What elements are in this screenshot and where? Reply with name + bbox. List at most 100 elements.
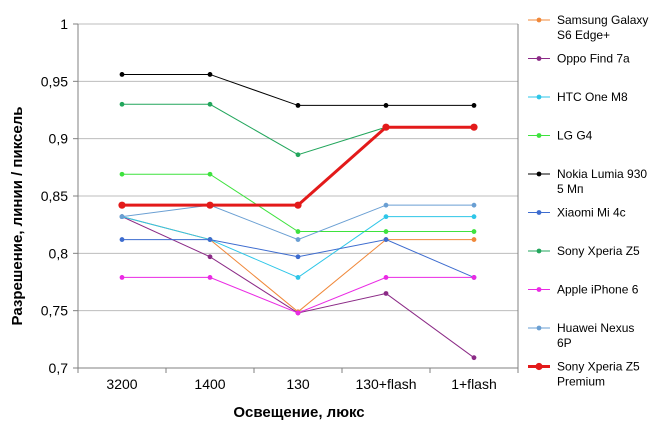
data-point bbox=[207, 254, 213, 260]
data-point bbox=[471, 202, 477, 208]
data-point bbox=[207, 101, 213, 107]
data-point bbox=[207, 275, 213, 280]
legend-entry: Nokia Lumia 930 5 Мп bbox=[528, 167, 647, 196]
axes bbox=[73, 23, 519, 373]
legend-swatch-marker bbox=[536, 248, 542, 254]
x-tick-label: 1+flash bbox=[451, 376, 497, 392]
series-sony-xperia-z5-premium bbox=[118, 123, 478, 209]
y-tick-label: 0,9 bbox=[49, 131, 69, 147]
data-point bbox=[470, 123, 478, 131]
data-point bbox=[207, 72, 213, 77]
legend-label: Huawei Nexus 6P bbox=[557, 321, 634, 350]
legend-swatch-marker bbox=[535, 362, 543, 371]
data-point bbox=[383, 275, 389, 280]
data-point bbox=[119, 72, 125, 77]
legend-swatch-marker bbox=[536, 17, 542, 23]
data-point bbox=[295, 237, 301, 242]
data-point bbox=[471, 355, 477, 361]
series-line bbox=[122, 103, 474, 156]
series-nokia-lumia-930-5-мп bbox=[119, 72, 477, 108]
y-tick-label: 0,75 bbox=[41, 303, 68, 319]
data-point bbox=[383, 237, 389, 242]
y-tick-label: 0,7 bbox=[49, 360, 69, 376]
data-point bbox=[119, 275, 125, 280]
grid-lines bbox=[78, 23, 518, 312]
legend-swatch-marker bbox=[536, 287, 542, 292]
series-xiaomi-mi-4c bbox=[119, 237, 477, 280]
legend-label: Sony Xperia Z5 Premium bbox=[557, 360, 640, 389]
series-apple-iphone-6 bbox=[119, 275, 477, 316]
series-oppo-find-7a bbox=[119, 214, 477, 361]
data-point bbox=[294, 201, 302, 209]
legend-entry: Apple iPhone 6 bbox=[528, 283, 639, 297]
legend-entry: Sony Xperia Z5 bbox=[528, 244, 640, 258]
legend-label: LG G4 bbox=[557, 129, 593, 143]
series-huawei-nexus-6p bbox=[119, 202, 477, 242]
y-tick-label: 0,85 bbox=[41, 188, 68, 204]
legend-entry: Samsung Galaxy S6 Edge+ bbox=[528, 13, 648, 42]
x-tick-labels: 3200 1400 130 130+flash 1+flash bbox=[106, 376, 496, 392]
y-axis-title: Разрешение, линии / пиксель bbox=[9, 107, 26, 326]
data-point bbox=[471, 214, 477, 220]
legend-label: Xiaomi Mi 4c bbox=[557, 206, 626, 220]
data-point bbox=[207, 237, 213, 242]
legend-swatch-marker bbox=[536, 94, 542, 100]
series-line bbox=[121, 216, 474, 278]
data-point bbox=[383, 229, 389, 234]
series-sony-xperia-z5 bbox=[119, 101, 477, 158]
data-point bbox=[383, 202, 389, 208]
legend-label: Sony Xperia Z5 bbox=[557, 244, 640, 258]
data-point bbox=[295, 229, 301, 234]
x-axis-title: Освещение, люкс bbox=[233, 404, 364, 421]
data-point bbox=[207, 171, 213, 177]
data-point bbox=[383, 103, 389, 108]
data-point bbox=[295, 275, 301, 280]
legend-swatch-marker bbox=[536, 325, 542, 331]
legend-label: HTC One M8 bbox=[557, 90, 628, 104]
data-point bbox=[295, 152, 301, 158]
series-htc-one-m8 bbox=[119, 214, 477, 280]
legend-entry: Huawei Nexus 6P bbox=[528, 321, 634, 350]
y-tick-label: 0,8 bbox=[49, 245, 69, 261]
legend-label: Nokia Lumia 930 5 Мп bbox=[557, 167, 647, 196]
data-point bbox=[383, 291, 389, 296]
legend-swatch-marker bbox=[536, 56, 542, 61]
legend-entry: HTC One M8 bbox=[528, 90, 628, 104]
series-line bbox=[122, 276, 474, 314]
data-point bbox=[119, 171, 125, 177]
data-point bbox=[471, 237, 477, 242]
legend-label: Samsung Galaxy S6 Edge+ bbox=[557, 13, 648, 42]
series-line bbox=[121, 204, 474, 241]
data-point bbox=[295, 254, 301, 260]
data-point bbox=[471, 275, 477, 280]
x-tick-label: 1400 bbox=[194, 376, 225, 392]
legend-label: Oppo Find 7a bbox=[557, 52, 630, 66]
y-tick-label: 0,95 bbox=[41, 73, 68, 89]
data-point bbox=[295, 103, 301, 108]
y-tick-labels: 0,7 0,75 0,8 0,85 0,9 0,95 1 bbox=[41, 16, 68, 376]
series-lines bbox=[118, 72, 478, 361]
data-point bbox=[119, 237, 125, 242]
data-point bbox=[383, 214, 389, 220]
series-line bbox=[122, 73, 474, 106]
legend-entry: LG G4 bbox=[528, 129, 593, 143]
data-point bbox=[118, 201, 126, 209]
series-lg-g4 bbox=[119, 171, 477, 234]
legend-entry: Sony Xperia Z5 Premium bbox=[528, 360, 640, 389]
legend-label: Apple iPhone 6 bbox=[557, 283, 639, 297]
x-tick-label: 130 bbox=[286, 376, 310, 392]
data-point bbox=[206, 201, 214, 209]
data-point bbox=[471, 103, 477, 108]
legend: Samsung Galaxy S6 Edge+ Oppo Find 7a HTC On… bbox=[528, 13, 648, 389]
legend-swatch-marker bbox=[536, 210, 542, 215]
legend-swatch-marker bbox=[536, 133, 542, 138]
data-point bbox=[471, 229, 477, 234]
x-tick-label: 130+flash bbox=[355, 376, 416, 392]
y-tick-label: 1 bbox=[60, 16, 68, 32]
data-point bbox=[119, 101, 125, 107]
data-point bbox=[382, 123, 390, 131]
x-tick-label: 3200 bbox=[106, 376, 137, 392]
legend-swatch-marker bbox=[536, 171, 542, 177]
legend-entry: Xiaomi Mi 4c bbox=[528, 206, 626, 220]
